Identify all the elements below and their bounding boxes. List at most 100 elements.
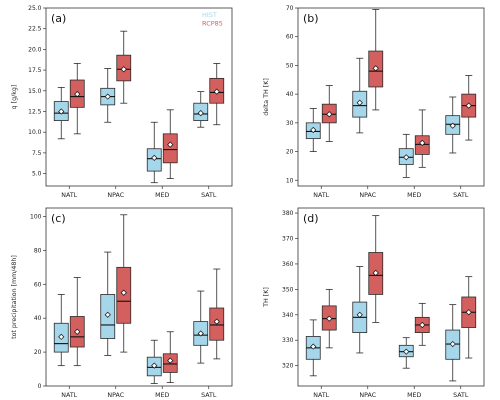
box-hist-npac	[100, 251, 116, 356]
box-rcp85-satl	[461, 276, 477, 359]
x-tick-label: NATL	[313, 392, 329, 399]
y-tick-label: 25.0	[28, 5, 42, 12]
box-hist-satl	[193, 290, 209, 364]
x-tick-label: SATL	[201, 192, 217, 199]
panel-0: 5.0 7.5 10.0 12.5 15.0 17.5 20.0 22.5 25.0 q [g/k…	[11, 5, 233, 199]
mean-marker	[449, 122, 456, 129]
y-tick-label: 30	[286, 120, 294, 127]
box-rcp85-satl	[461, 75, 477, 141]
y-tick-label: 80	[34, 247, 42, 254]
mean-marker	[419, 139, 426, 147]
x-tick-label: NATL	[313, 192, 329, 199]
y-tick-label: 70	[286, 5, 294, 12]
mean-marker	[403, 348, 410, 355]
y-tick-label: 370	[282, 236, 294, 243]
box-rcp85-natl	[69, 277, 85, 367]
y-tick-label: 350	[282, 286, 294, 293]
mean-marker	[372, 269, 379, 276]
y-axis-label: TH [K]	[263, 287, 270, 308]
y-tick-label: 60	[286, 34, 294, 41]
y-tick-label: 20.0	[28, 46, 42, 53]
y-tick-label: 330	[282, 337, 294, 344]
box-rcp85-natl	[321, 288, 337, 349]
x-tick-label: MED	[155, 192, 169, 199]
x-tick-label: NPAC	[359, 192, 376, 199]
mean-marker	[151, 154, 158, 161]
y-tick-label: 340	[282, 312, 294, 319]
y-tick-label: 10	[286, 177, 294, 184]
plot-frame	[297, 7, 485, 187]
y-tick-label: 22.5	[28, 26, 42, 33]
y-tick-label: 380	[282, 210, 294, 217]
box-hist-satl	[445, 96, 461, 154]
mean-marker	[465, 309, 472, 316]
mean-marker	[326, 111, 333, 118]
box-rcp85-satl	[209, 63, 225, 126]
y-tick-label: 40	[286, 91, 294, 98]
panel-label: (d)	[303, 212, 319, 225]
x-tick-label: MED	[407, 392, 421, 399]
box-hist-natl	[53, 294, 69, 367]
mean-marker	[74, 328, 81, 335]
iqr-box	[162, 133, 178, 164]
box-hist-satl	[445, 304, 461, 382]
x-tick-label: NATL	[61, 392, 77, 399]
box-rcp85-npac	[368, 9, 384, 111]
x-tick-label: SATL	[201, 392, 217, 399]
mean-marker	[449, 340, 456, 348]
box-hist-npac	[352, 57, 368, 134]
box-rcp85-npac	[368, 215, 384, 323]
panel-label: (b)	[303, 12, 319, 25]
mean-marker	[104, 311, 111, 318]
plot-frame	[45, 207, 233, 387]
mean-marker	[58, 333, 65, 340]
x-tick-label: MED	[407, 192, 421, 199]
y-tick-label: 100	[30, 213, 42, 220]
mean-marker	[310, 343, 317, 350]
x-tick-label: NPAC	[107, 392, 124, 399]
y-tick-label: 5.0	[32, 171, 42, 178]
mean-marker	[151, 362, 158, 369]
y-tick-label: 320	[282, 363, 294, 370]
box-hist-med	[146, 121, 162, 184]
y-tick-label: 12.5	[28, 108, 42, 115]
box-rcp85-med	[414, 109, 430, 168]
box-rcp85-natl	[321, 85, 337, 142]
box-hist-natl	[305, 319, 321, 377]
mean-marker	[419, 321, 426, 329]
legend-entry: HIST	[202, 11, 217, 19]
box-hist-npac	[100, 68, 116, 123]
y-tick-label: 20	[286, 149, 294, 156]
mean-marker	[167, 141, 174, 148]
y-tick-label: 40	[34, 315, 42, 322]
x-tick-label: NPAC	[359, 392, 376, 399]
y-tick-label: 10.0	[28, 129, 42, 136]
mean-marker	[74, 91, 81, 98]
y-tick-label: 360	[282, 261, 294, 268]
plot-frame	[45, 7, 233, 187]
x-tick-label: NATL	[61, 192, 77, 199]
x-tick-label: NPAC	[107, 192, 124, 199]
mean-marker	[310, 126, 317, 134]
box-rcp85-med	[414, 302, 430, 346]
mean-marker	[104, 93, 111, 100]
box-hist-med	[398, 337, 414, 369]
y-axis-label: delta TH [K]	[263, 78, 270, 116]
panel-label: (a)	[51, 12, 66, 25]
box-hist-med	[398, 133, 414, 178]
panel-1: 10 20 30 40 50 60 70 delta TH [K] NATL NPAC MED SAT…	[263, 5, 485, 199]
mean-marker	[120, 66, 127, 73]
y-tick-label: 50	[286, 62, 294, 69]
mean-marker	[213, 318, 220, 325]
panel-2: 0 20 40 60 80 100 tot precipitation [mm/48h] NA…	[11, 207, 233, 399]
x-tick-label: MED	[155, 392, 169, 399]
box-rcp85-npac	[116, 30, 132, 104]
y-tick-label: 15.0	[28, 88, 42, 95]
box-hist-natl	[53, 87, 69, 140]
mean-marker	[465, 102, 472, 109]
y-tick-label: 60	[34, 281, 42, 288]
box-rcp85-med	[162, 109, 178, 179]
x-tick-label: SATL	[453, 192, 469, 199]
box-hist-satl	[193, 91, 209, 128]
